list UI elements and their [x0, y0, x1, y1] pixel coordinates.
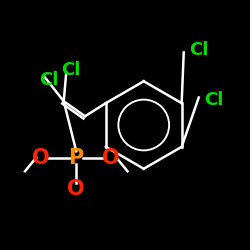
- Text: Cl: Cl: [61, 61, 80, 79]
- Text: P: P: [68, 148, 84, 168]
- Text: O: O: [68, 179, 85, 199]
- Text: Cl: Cl: [39, 71, 58, 89]
- Text: Cl: Cl: [204, 91, 223, 109]
- Text: O: O: [102, 148, 120, 168]
- Text: Cl: Cl: [189, 41, 208, 59]
- Text: O: O: [32, 148, 50, 168]
